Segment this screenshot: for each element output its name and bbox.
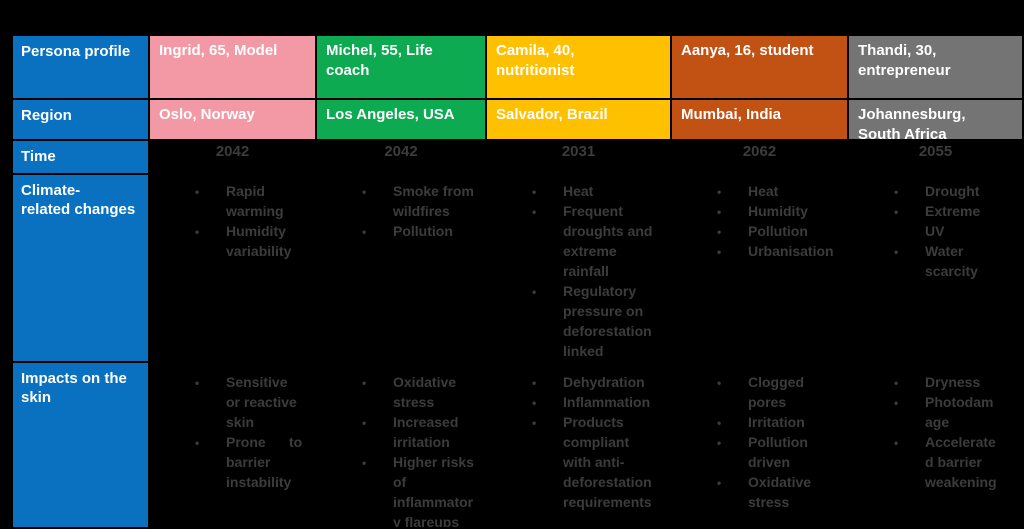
bullet-item: Regulatory pressure on deforestation lin… [532,281,668,361]
climate-changes-thandi: DroughtExtreme UVWater scarcity [849,175,1022,361]
bullet-item: Increased irritation [362,412,483,452]
bullet-item: Frequent droughts and extreme rainfall [532,201,668,281]
row-header-climate-changes: Climate- related changes [13,175,148,361]
bullet-item: Heat [532,181,668,202]
row-header-skin-impacts: Impacts on the skin [13,363,148,527]
bullet-item: Pollution [717,221,845,242]
region-camila: Salvador, Brazil [487,100,670,139]
skin-impacts-ingrid: Sensitive or reactive skinProne to barri… [150,363,315,527]
persona-profile-ingrid: Ingrid, 65, Model [150,36,315,98]
climate-changes-michel: Smoke from wildfiresPollution [317,175,485,361]
bullet-item: Accelerate d barrier weakening [894,432,1020,492]
bullet-item: Pollution driven [717,432,845,472]
bullet-item: Dehydration [532,372,668,393]
bullet-item: Oxidative stress [362,372,483,412]
skin-impacts-list: Sensitive or reactive skinProne to barri… [150,363,315,492]
bullet-item: Humidity [717,201,845,222]
climate-changes-list: Smoke from wildfiresPollution [317,175,485,242]
time-ingrid: 2042 [215,143,250,160]
skin-impacts-list: DrynessPhotodam ageAccelerate d barrier … [849,363,1022,492]
row-header-time: Time [13,141,148,173]
persona-profile-thandi: Thandi, 30, entrepreneur [849,36,1022,98]
time-aanya: 2062 [742,143,777,160]
bullet-item: Dryness [894,372,1020,393]
bullet-item: Clogged pores [717,372,845,412]
climate-changes-list: DroughtExtreme UVWater scarcity [849,175,1022,281]
bullet-item: Rapid warming [195,181,313,221]
region-michel: Los Angeles, USA [317,100,485,139]
bullet-item: Urbanisation [717,241,845,262]
bullet-item: Products compliant with anti- deforestat… [532,412,668,512]
climate-changes-aanya: HeatHumidityPollutionUrbanisation [672,175,847,361]
climate-changes-list: HeatFrequent droughts and extreme rainfa… [487,175,670,361]
bullet-item: Sensitive or reactive skin [195,372,313,432]
bullet-item: Smoke from wildfires [362,181,483,221]
bullet-item: Pollution [362,221,483,242]
skin-impacts-thandi: DrynessPhotodam ageAccelerate d barrier … [849,363,1022,527]
skin-impacts-list: Oxidative stressIncreased irritationHigh… [317,363,485,527]
time-michel: 2042 [384,143,418,160]
climate-changes-ingrid: Rapid warmingHumidity variability [150,175,315,361]
bullet-item: Irritation [717,412,845,433]
region-aanya: Mumbai, India [672,100,847,139]
bullet-item: Prone to barrier instability [195,432,313,492]
region-ingrid: Oslo, Norway [150,100,315,139]
time-camila: 2031 [561,143,596,160]
bullet-item: Higher risks of inflammator y flareups [362,452,483,527]
row-header-region: Region [13,100,148,139]
bullet-item: Oxidative stress [717,472,845,512]
bullet-item: Inflammation [532,392,668,413]
skin-impacts-aanya: Clogged poresIrritationPollution drivenO… [672,363,847,527]
bullet-item: Extreme UV [894,201,1020,241]
persona-profile-michel: Michel, 55, Life coach [317,36,485,98]
bullet-item: Photodam age [894,392,1020,432]
bullet-item: Heat [717,181,845,202]
persona-profile-aanya: Aanya, 16, student [672,36,847,98]
skin-impacts-michel: Oxidative stressIncreased irritationHigh… [317,363,485,527]
climate-changes-list: Rapid warmingHumidity variability [150,175,315,261]
bullet-item: Drought [894,181,1020,202]
region-thandi: Johannesburg, South Africa [849,100,1022,139]
skin-impacts-list: Clogged poresIrritationPollution drivenO… [672,363,847,512]
row-header-persona-profile: Persona profile [13,36,148,98]
persona-profile-camila: Camila, 40, nutritionist [487,36,670,98]
bullet-item: Water scarcity [894,241,1020,281]
climate-changes-camila: HeatFrequent droughts and extreme rainfa… [487,175,670,361]
climate-changes-list: HeatHumidityPollutionUrbanisation [672,175,847,262]
bullet-item: Humidity variability [195,221,313,261]
persona-comparison-table: Persona profile Ingrid, 65, Model Michel… [13,36,1022,527]
time-thandi: 2055 [918,143,953,160]
skin-impacts-camila: DehydrationInflammationProducts complian… [487,363,670,527]
skin-impacts-list: DehydrationInflammationProducts complian… [487,363,670,512]
